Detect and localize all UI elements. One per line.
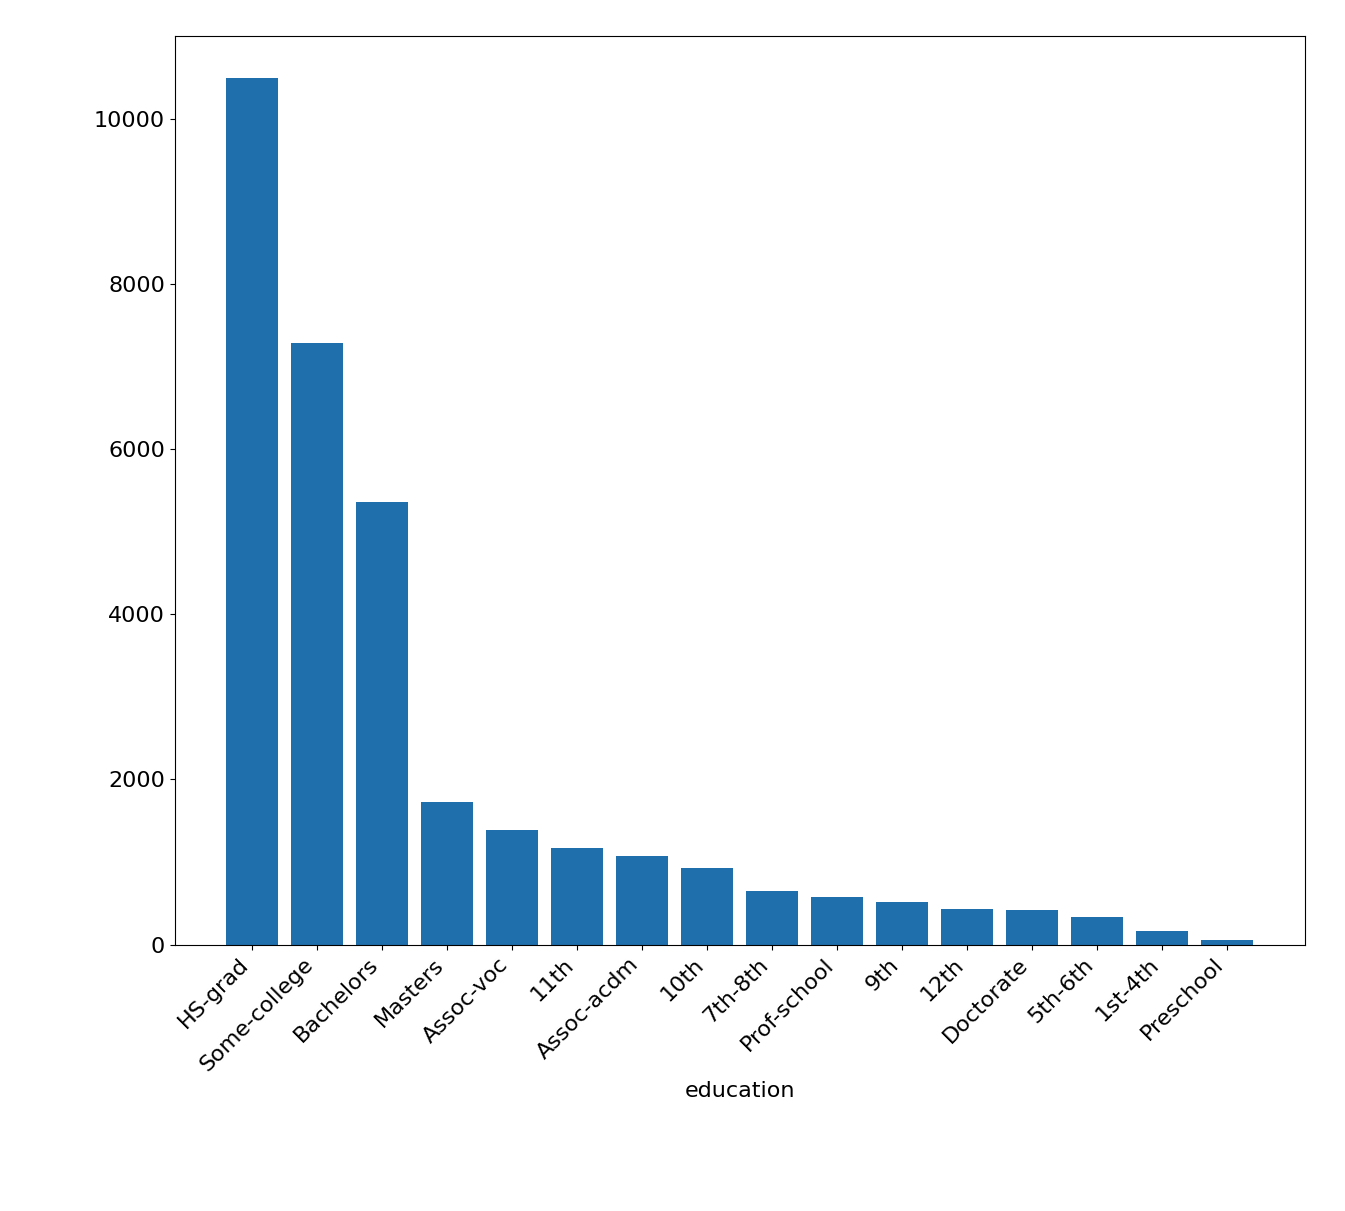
Bar (1071, 917, 1123, 945)
Bar (487, 831, 538, 945)
Bar (616, 856, 668, 945)
Bar (356, 503, 409, 945)
Bar (1201, 941, 1254, 945)
Bar (746, 891, 798, 945)
Bar (941, 908, 993, 945)
Bar (1137, 931, 1188, 945)
Bar (811, 897, 863, 945)
Bar (226, 78, 278, 945)
Bar (1006, 911, 1059, 945)
Bar (551, 848, 604, 945)
Bar (682, 867, 733, 945)
Bar (421, 803, 473, 945)
Bar (292, 343, 343, 945)
X-axis label: education: education (685, 1080, 795, 1101)
Bar (876, 902, 928, 945)
